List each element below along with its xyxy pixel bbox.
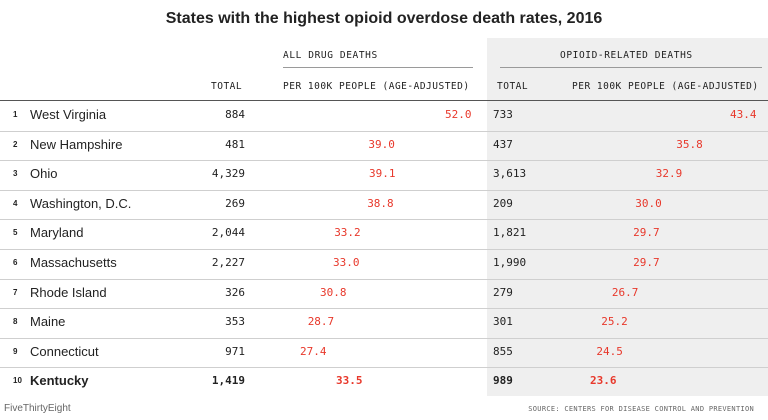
all-drug-total: 4,329: [211, 167, 245, 181]
all-drug-total: 2,044: [211, 226, 245, 240]
table-row: 1 West Virginia 884 52.0 733 43.4: [0, 101, 768, 131]
rank-number: 9: [13, 346, 18, 356]
table-row: 6 Massachusetts 2,227 33.0 1,990 29.7: [0, 249, 768, 279]
all-drug-total: 2,227: [211, 256, 245, 269]
row-divider: [0, 249, 768, 250]
table-row: 7 Rhode Island 326 30.8 279 26.7: [0, 279, 768, 309]
all-drug-rate: 27.4: [300, 344, 327, 358]
all-drug-rate: 30.8: [320, 285, 347, 299]
rank-number: 3: [13, 169, 18, 179]
table-title: States with the highest opioid overdose …: [165, 10, 603, 27]
row-divider: [0, 308, 768, 310]
all-drug-rate: 39.0: [368, 137, 395, 151]
all-drug-rate: 52.0: [445, 108, 472, 121]
brand-credit: FiveThirtyEight: [4, 403, 71, 414]
opioid-rate: 30.0: [635, 196, 662, 210]
opioid-total: 301: [493, 315, 513, 329]
opioid-rate: 32.9: [655, 167, 683, 181]
rank-number: 5: [13, 228, 18, 238]
all-drug-rate: 28.7: [307, 315, 335, 329]
source-note: SOURCE: CENTERS FOR DISEASE CONTROL AND …: [528, 405, 754, 413]
all-drug-total: 326: [225, 285, 245, 299]
table-row: 2 New Hampshire 481 39.0 437 35.8: [0, 131, 768, 161]
column-header-rate-opioid: PER 100K PEOPLE (AGE-ADJUSTED): [572, 81, 759, 92]
table-row: 5 Maryland 2,044 33.2 1,821 29.7: [0, 219, 768, 249]
all-drug-rate: 33.2: [334, 226, 361, 240]
all-drug-total: 1,419: [211, 374, 245, 388]
row-divider: [0, 189, 768, 191]
all-drug-total: 884: [225, 108, 245, 121]
rank-number: 7: [13, 287, 18, 297]
group-divider-all-drug: [283, 67, 473, 68]
state-name: Ohio: [30, 166, 58, 182]
row-divider: [0, 367, 768, 369]
all-drug-total: 971: [225, 344, 245, 358]
state-name: West Virginia: [30, 107, 107, 122]
opioid-total: 1,990: [493, 256, 527, 269]
state-name: Maine: [30, 314, 66, 330]
opioid-total: 733: [493, 108, 513, 121]
opioid-rate: 26.7: [611, 285, 639, 299]
all-drug-rate: 39.1: [369, 167, 396, 181]
all-drug-rate: 33.0: [333, 256, 360, 269]
opioid-total: 209: [493, 196, 513, 210]
table-row: 8 Maine 353 28.7 301 25.2: [0, 308, 768, 338]
table-row: 10 Kentucky 1,419 33.5 989 23.6: [0, 367, 768, 397]
all-drug-total: 481: [225, 137, 245, 151]
row-divider: [0, 219, 768, 221]
opioid-total: 855: [493, 344, 513, 358]
opioid-total: 989: [493, 374, 513, 388]
opioid-total: 1,821: [493, 226, 527, 240]
column-header-total-opioid: TOTAL: [497, 81, 529, 92]
opioid-rate: 23.6: [590, 374, 617, 388]
opioid-rate: 25.2: [601, 315, 628, 329]
group-header-opioid: OPIOID-RELATED DEATHS: [560, 50, 693, 61]
rank-number: 1: [13, 110, 18, 119]
state-name: Massachusetts: [30, 255, 117, 270]
group-divider-opioid: [500, 67, 762, 68]
state-name: New Hampshire: [30, 136, 123, 152]
rank-number: 6: [13, 258, 18, 267]
table-row: 9 Connecticut 971 27.4 855 24.5: [0, 338, 768, 368]
all-drug-rate: 33.5: [336, 374, 363, 388]
column-header-rate: PER 100K PEOPLE (AGE-ADJUSTED): [283, 81, 470, 92]
opioid-rate: 29.7: [633, 226, 660, 240]
all-drug-rate: 38.8: [367, 196, 394, 210]
opioid-total: 437: [493, 137, 513, 151]
rank-number: 10: [13, 376, 22, 386]
row-divider: [0, 160, 768, 162]
all-drug-total: 353: [225, 315, 245, 329]
table-row: 3 Ohio 4,329 39.1 3,613 32.9: [0, 160, 768, 190]
all-drug-total: 269: [225, 196, 245, 210]
header-rule: [0, 100, 768, 101]
table-row: 4 Washington, D.C. 269 38.8 209 30.0: [0, 190, 768, 220]
opioid-rate: 24.5: [596, 344, 623, 358]
row-divider: [0, 130, 768, 132]
state-name: Rhode Island: [30, 284, 107, 300]
state-name: Maryland: [30, 225, 84, 241]
column-header-total: TOTAL: [211, 81, 243, 92]
opioid-total: 279: [493, 285, 513, 299]
rank-number: 8: [13, 317, 18, 327]
rank-number: 4: [13, 198, 18, 208]
opioid-rate: 35.8: [676, 137, 703, 151]
opioid-total: 3,613: [493, 167, 527, 181]
group-header-all-drug: ALL DRUG DEATHS: [283, 50, 378, 61]
state-name: Kentucky: [30, 373, 89, 389]
opioid-rate: 43.4: [730, 108, 757, 121]
state-name: Connecticut: [30, 343, 99, 359]
row-divider: [0, 337, 768, 339]
rank-number: 2: [13, 139, 18, 149]
opioid-rate: 29.7: [633, 256, 660, 269]
opioid-column-shade: [487, 38, 768, 396]
state-name: Washington, D.C.: [30, 195, 132, 211]
row-divider: [0, 278, 768, 280]
